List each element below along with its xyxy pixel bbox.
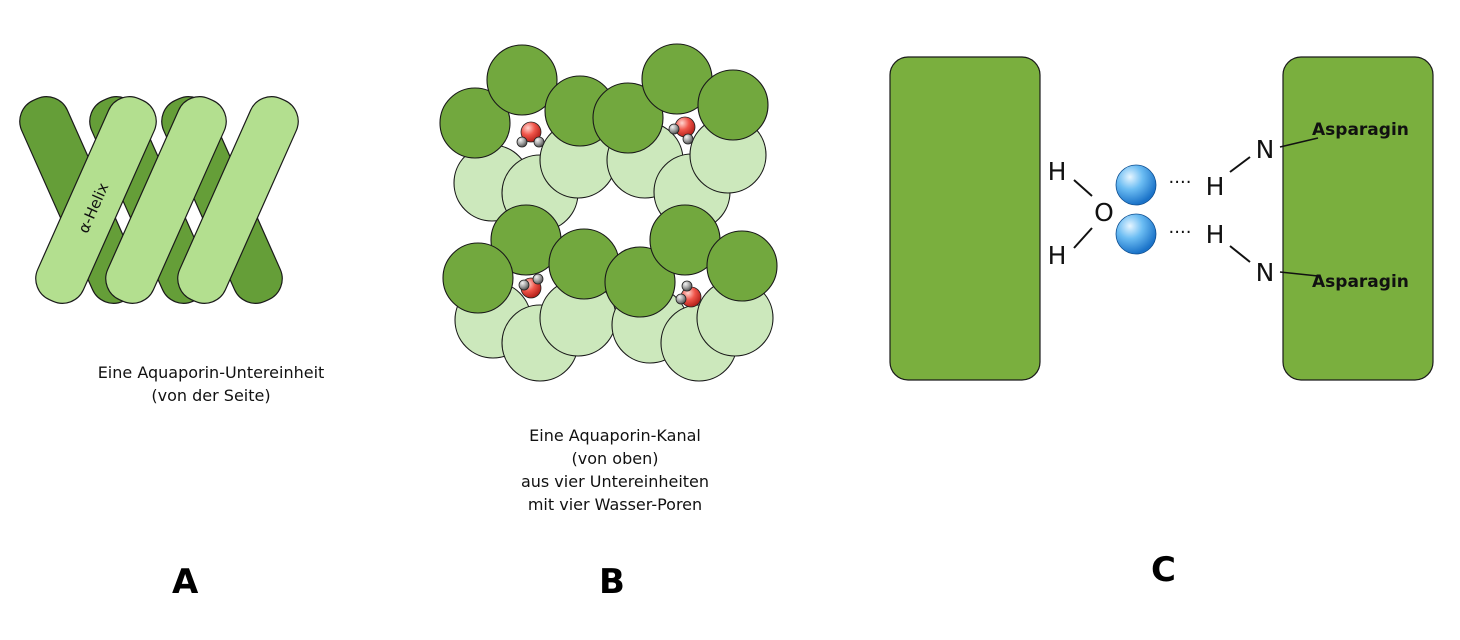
- hbond-dots-top: ····: [1169, 172, 1192, 193]
- asparagin-leader-top: [1279, 137, 1319, 148]
- pore-water-molecule: [675, 280, 702, 308]
- water-o: O: [1094, 198, 1114, 227]
- caption-b-line-2: (von oben): [571, 449, 659, 468]
- dark-subunit-circle: [697, 69, 769, 141]
- dark-subunit-circle: [604, 246, 676, 318]
- bond-hn-bottom: [1229, 245, 1251, 263]
- pore-water-molecule: [518, 273, 544, 299]
- asparagin-label-bottom: Asparagin: [1312, 272, 1409, 292]
- bond-hn-top: [1229, 156, 1251, 173]
- dark-subunit-circle: [592, 82, 664, 154]
- amide-h-top: H: [1206, 172, 1225, 201]
- bond-oh-top: [1073, 179, 1093, 197]
- amide-h-bottom: H: [1206, 220, 1225, 249]
- caption-panel-b: Eine Aquaporin-Kanal (von oben) aus vier…: [490, 424, 740, 516]
- light-helix: [105, 96, 227, 304]
- panel-a-helices: α-Helix: [19, 96, 299, 304]
- caption-a-line-1: Eine Aquaporin-Untereinheit: [97, 363, 325, 382]
- dark-subunit-circle: [439, 87, 511, 159]
- panel-letter-c: C: [1151, 550, 1176, 590]
- lone-pair-sphere-bottom: [1115, 213, 1157, 255]
- panel-c-hydrogen-bonds: H O H ···· ···· H H N N Asparagin Aspara…: [889, 56, 1434, 381]
- panel-b-channel: [439, 43, 778, 382]
- panel-letter-a: A: [172, 562, 199, 602]
- caption-a-line-2: (von der Seite): [151, 386, 271, 405]
- dark-subunit-circle: [706, 230, 778, 302]
- dark-subunit-circle: [486, 44, 558, 116]
- lone-pair-sphere-top: [1115, 164, 1157, 206]
- panel-letter-b: B: [599, 562, 625, 602]
- bond-oh-bottom: [1073, 227, 1093, 249]
- hbond-dots-bottom: ····: [1169, 222, 1192, 243]
- caption-b-line-4: mit vier Wasser-Poren: [527, 495, 703, 514]
- dark-subunit-circle: [442, 242, 514, 314]
- asparagin-leader-bottom: [1279, 271, 1319, 277]
- protein-block-left: [889, 56, 1041, 381]
- amide-n-bottom: N: [1256, 258, 1275, 287]
- protein-block-right: [1282, 56, 1434, 381]
- water-h-top: H: [1048, 157, 1067, 186]
- asparagin-label-top: Asparagin: [1312, 120, 1409, 140]
- pore-water-molecule: [668, 116, 696, 145]
- caption-panel-a: Eine Aquaporin-Untereinheit (von der Sei…: [80, 361, 342, 407]
- pore-water-molecule: [516, 121, 545, 148]
- water-h-bottom: H: [1048, 241, 1067, 270]
- caption-b-line-1: Eine Aquaporin-Kanal: [529, 426, 701, 445]
- light-helix: [177, 96, 299, 304]
- light-helix: [35, 96, 157, 304]
- amide-n-top: N: [1256, 135, 1275, 164]
- caption-b-line-3: aus vier Untereinheiten: [520, 472, 710, 491]
